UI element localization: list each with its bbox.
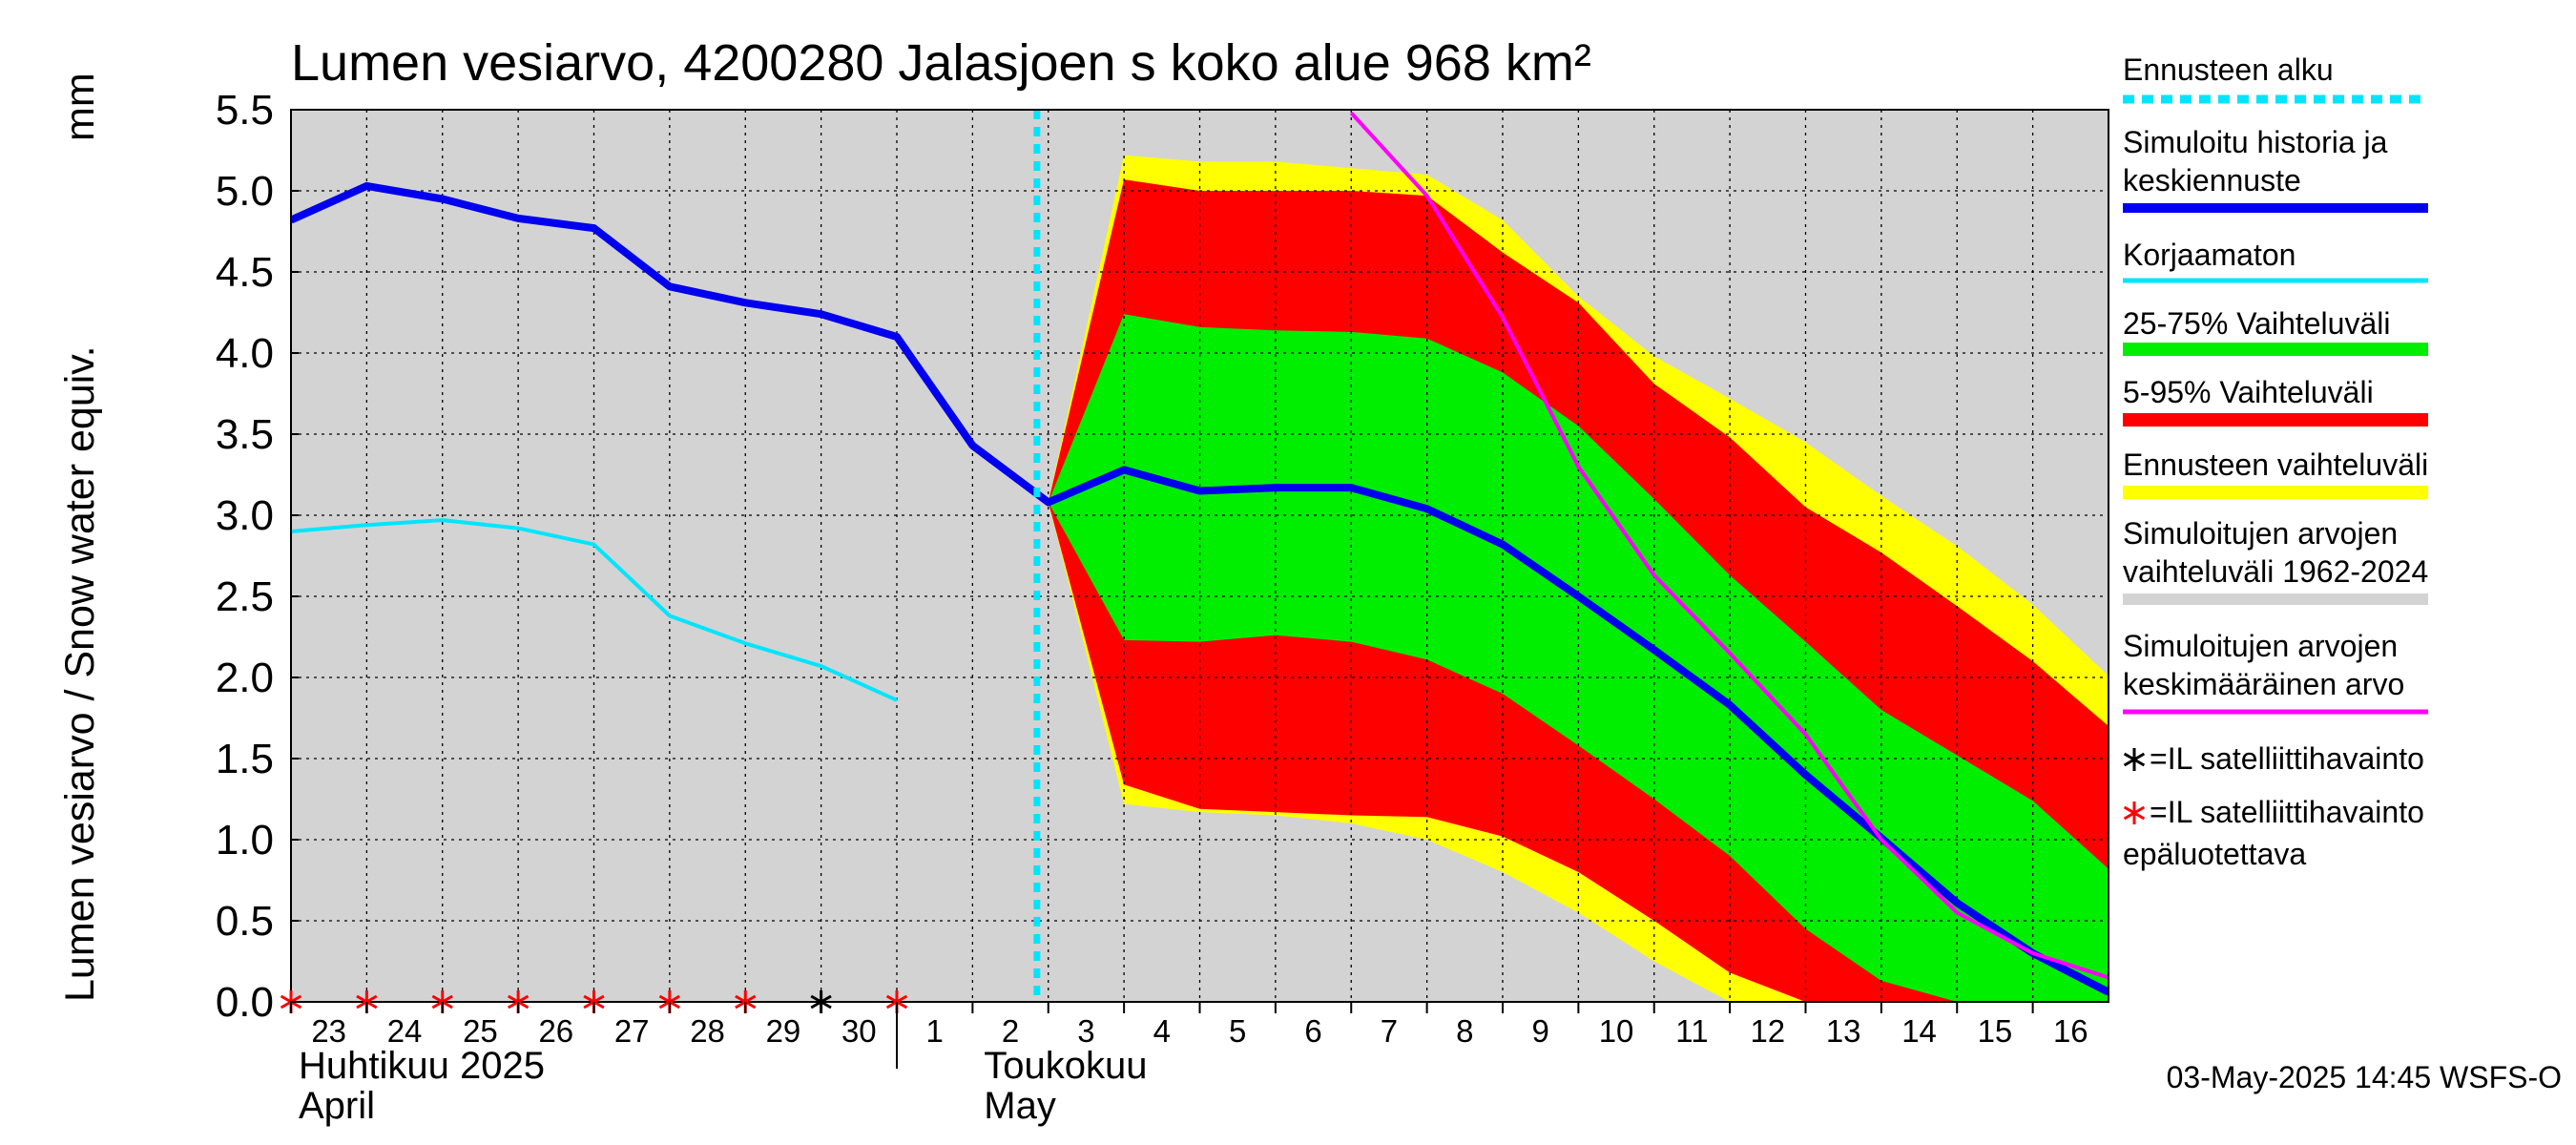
y-tick-label: 2.0 — [216, 655, 274, 701]
star-stroke — [2123, 805, 2146, 821]
legend-label: Korjaamaton — [2123, 238, 2296, 272]
x-tick-label: 14 — [1901, 1013, 1937, 1049]
y-axis-title: Lumen vesiarvo / Snow water equiv. — [57, 345, 103, 1002]
x-tick-label: 11 — [1675, 1013, 1708, 1049]
x-tick-label: 28 — [690, 1013, 725, 1049]
x-tick-label: 25 — [463, 1013, 498, 1049]
x-axis: 23 24 25 26 27 28 29 30 1 2 3 4 5 6 7 8 9 10 11 12 13 14 15 16H… — [290, 1002, 2088, 1127]
x-tick-label: 29 — [766, 1013, 801, 1049]
legend-label: =IL satelliittihavainto — [2150, 795, 2424, 829]
legend-label: Ennusteen vaihteluväli — [2123, 448, 2428, 482]
x-tick-label: 13 — [1826, 1013, 1861, 1049]
legend-label: epäluotettava — [2123, 837, 2306, 871]
legend-item: =IL satelliittihavainto epäluotettava — [2123, 795, 2424, 871]
x-tick-label: 30 — [841, 1013, 877, 1049]
x-tick-label: 26 — [538, 1013, 573, 1049]
y-axis-label: Lumen vesiarvo / Snow water equiv. mm — [57, 73, 103, 1002]
x-tick-label: 5 — [1229, 1013, 1246, 1049]
x-tick-label: 1 — [926, 1013, 944, 1049]
x-tick-label: 8 — [1456, 1013, 1473, 1049]
legend-label: vaihteluväli 1962-2024 — [2123, 554, 2428, 589]
x-tick-label: 24 — [387, 1013, 423, 1049]
legend-label: Simuloitu historia ja — [2123, 125, 2388, 159]
legend-item: Ennusteen alku — [2123, 52, 2428, 104]
legend-label: =IL satelliittihavainto — [2150, 741, 2424, 776]
legend-item: Ennusteen vaihteluväli — [2123, 448, 2428, 499]
legend-label: keskiennuste — [2123, 163, 2301, 198]
x-tick-label: 16 — [2053, 1013, 2088, 1049]
x-tick-label: 23 — [311, 1013, 346, 1049]
legend-item: Simuloitujen arvojen keskimääräinen arvo — [2123, 629, 2428, 715]
month-label-april: Huhtikuu 2025 — [299, 1045, 545, 1087]
x-tick-label: 10 — [1599, 1013, 1634, 1049]
y-axis-unit: mm — [57, 73, 103, 141]
y-tick-label: 0.5 — [216, 898, 274, 945]
legend-label: 25-75% Vaihteluväli — [2123, 306, 2390, 341]
y-tick-label: 4.5 — [216, 249, 274, 296]
legend-item: Simuloitu historia ja keskiennuste — [2123, 125, 2428, 213]
series-uncorrected — [291, 518, 898, 702]
month-label-april-en: April — [299, 1085, 375, 1127]
series-climatology-mean — [1349, 112, 2109, 980]
legend-label: 5-95% Vaihteluväli — [2123, 375, 2374, 409]
x-tick-label: 27 — [614, 1013, 650, 1049]
y-tick-label: 5.0 — [216, 168, 274, 215]
legend: Ennusteen alku Simuloitu historia ja keski… — [2123, 52, 2428, 871]
y-tick-label: 5.5 — [216, 87, 274, 134]
x-tick-label: 12 — [1750, 1013, 1785, 1049]
month-label-may-en: May — [984, 1085, 1056, 1127]
timestamp: 03-May-2025 14:45 WSFS-O — [2167, 1060, 2562, 1094]
legend-label: Ennusteen alku — [2123, 52, 2334, 87]
x-tick-label: 6 — [1304, 1013, 1321, 1049]
y-tick-label: 3.0 — [216, 492, 274, 539]
plot-area — [280, 109, 2109, 1013]
y-tick-label: 1.0 — [216, 817, 274, 864]
legend-item: =IL satelliittihavainto — [2123, 741, 2424, 776]
month-label-may: Toukokuu — [984, 1045, 1147, 1087]
y-axis: 0.0 0.5 1.0 1.5 2.0 2.5 3.0 3.5 4.0 4.5 5.0 5.5 — [216, 87, 299, 1026]
x-tick-label: 15 — [1978, 1013, 2013, 1049]
x-tick-label: 2 — [1002, 1013, 1019, 1049]
star-stroke — [2123, 752, 2146, 767]
legend-label: Simuloitujen arvojen — [2123, 629, 2398, 663]
legend-label: keskimääräinen arvo — [2123, 667, 2404, 701]
y-tick-label: 4.0 — [216, 330, 274, 377]
y-tick-label: 0.0 — [216, 979, 274, 1026]
legend-item: 5-95% Vaihteluväli — [2123, 375, 2428, 427]
x-tick-label: 7 — [1381, 1013, 1398, 1049]
legend-label: Simuloitujen arvojen — [2123, 516, 2398, 551]
y-tick-label: 2.5 — [216, 573, 274, 620]
legend-item: Korjaamaton — [2123, 238, 2428, 283]
series-simulated-mean — [291, 181, 2109, 996]
legend-star-marker — [2123, 748, 2146, 771]
x-tick-label: 9 — [1532, 1013, 1549, 1049]
legend-item: 25-75% Vaihteluväli — [2123, 306, 2428, 356]
y-tick-label: 1.5 — [216, 736, 274, 782]
chart-title: Lumen vesiarvo, 4200280 Jalasjoen s koko… — [291, 34, 1591, 92]
x-tick-label: 3 — [1077, 1013, 1094, 1049]
y-tick-label: 3.5 — [216, 411, 274, 458]
x-tick-label: 4 — [1153, 1013, 1171, 1049]
legend-star-marker — [2123, 802, 2146, 824]
